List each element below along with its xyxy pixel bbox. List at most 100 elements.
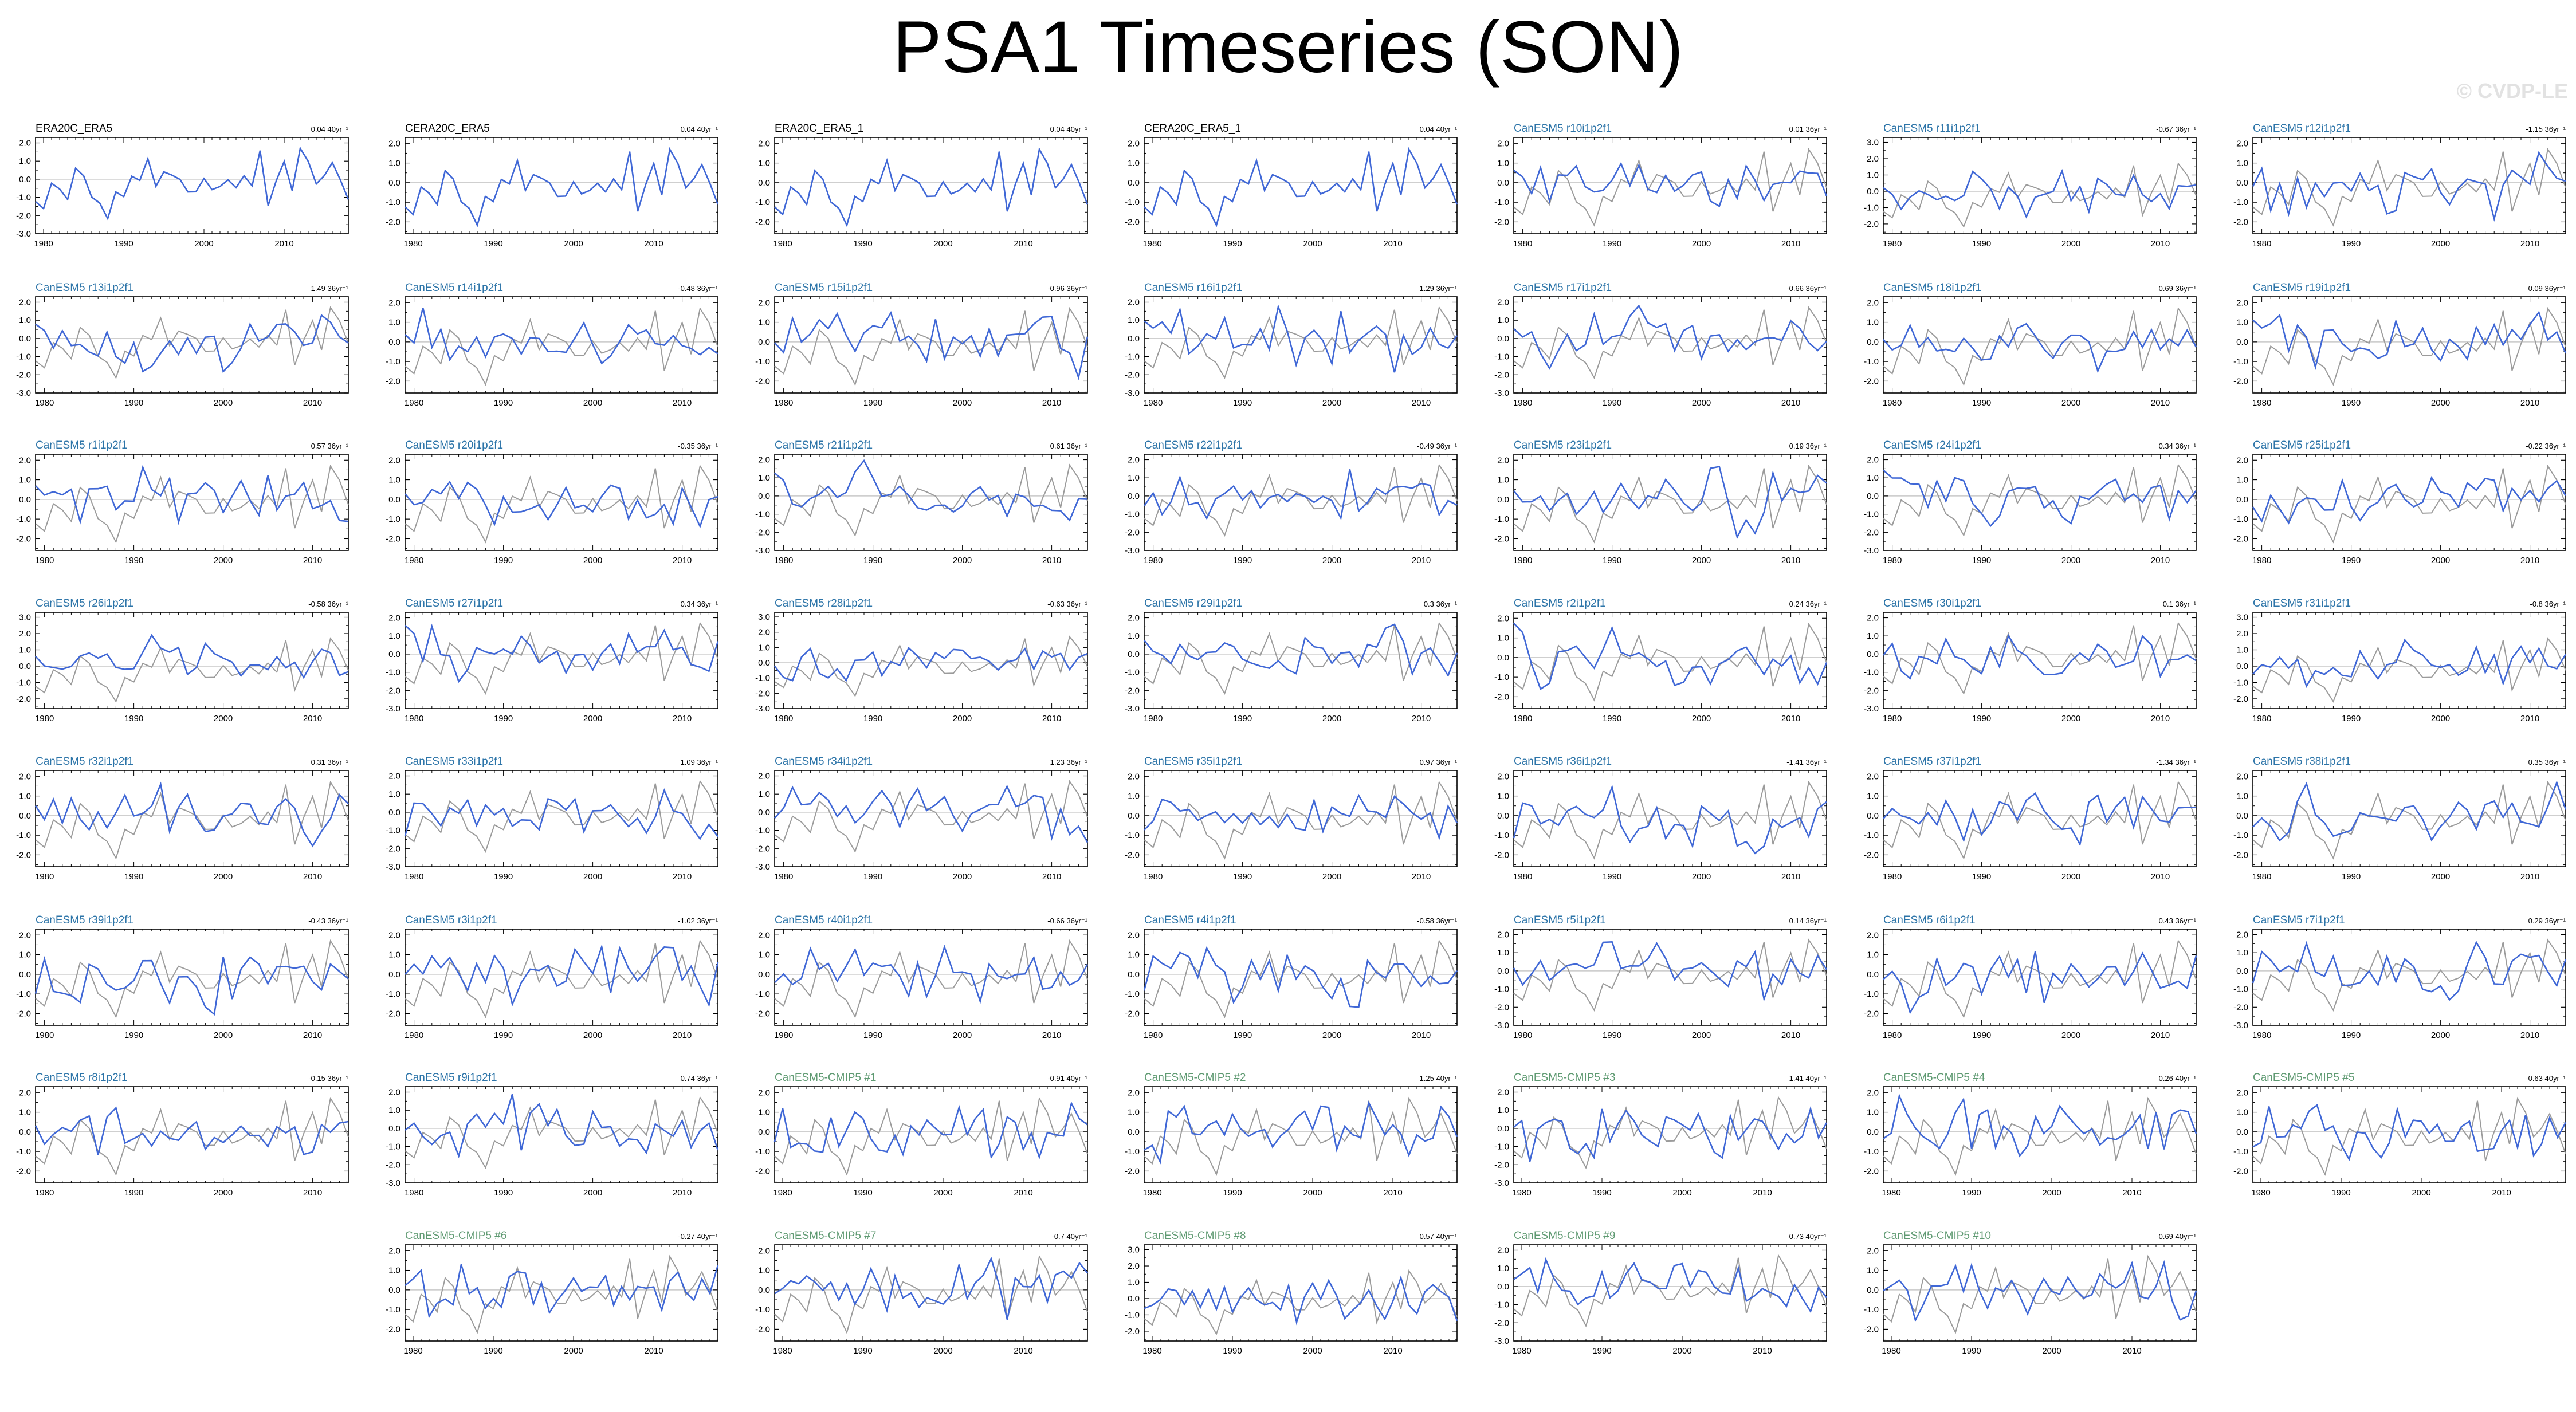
x-tick-label: 2010 [1412,714,1431,723]
panel-2: CERA20C_ERA5 0.04 40yr⁻¹ 2.0 1.0 0.0 -1.0 -2.0… [386,123,719,249]
x-tick-label: 1980 [405,556,423,565]
panel-13: CanESM5 r18i1p2f1 0.69 36yr⁻¹ 2.0 1.0 0.0 -1.… [1864,282,2197,408]
y-tick-label: -1.0 [16,831,31,840]
y-tick-label: 2.0 [2236,455,2248,465]
series-line-member [34,956,349,1016]
x-tick-label: 2000 [1692,714,1711,723]
series-line-reference [35,780,349,860]
y-tick-label: -2.0 [16,850,31,860]
y-tick-label: -2.0 [1125,686,1140,695]
y-tick-label: -3.0 [1494,388,1509,398]
y-tick-label: -2.0 [1125,1009,1140,1018]
x-tick-label: 1980 [405,398,423,408]
x-tick-label: 2000 [2431,398,2450,408]
series-line-reference [35,637,349,703]
x-tick-label: 2010 [274,239,293,249]
x-tick-label: 1990 [124,1188,143,1198]
plot-frame [405,454,718,551]
panel-26: CanESM5 r2i1p2f1 0.24 36yr⁻¹ 2.0 1.0 0.0 -1.0… [1494,597,1828,723]
y-tick-label: 0.0 [388,1124,400,1134]
y-tick-label: 2.0 [1867,455,1879,465]
y-tick-label: -2.0 [755,376,770,386]
series-line-member [2252,780,2567,842]
series-line-reference [1883,162,2197,228]
x-tick-label: 1990 [484,239,502,249]
panel-trend: -1.15 36yr⁻¹ [2526,125,2566,133]
series-line-member [774,784,1089,843]
x-tick-label: 1980 [34,239,53,249]
panel-40: CanESM5 r5i1p2f1 0.14 36yr⁻¹ 2.0 1.0 0.0 -1.0… [1494,914,1828,1040]
series-line-reference [405,939,718,1018]
x-tick-label: 1980 [1513,398,1532,408]
y-tick-label: -1.0 [755,198,770,207]
panel-8: CanESM5 r13i1p2f1 1.49 36yr⁻¹ 2.0 1.0 0.0 -1.… [16,282,349,408]
panel-1: ERA20C_ERA5 0.04 40yr⁻¹ 2.0 1.0 0.0 -1.0 -2.0 -… [16,123,350,249]
y-tick-label: -1.0 [755,826,770,836]
panel-title: CanESM5 r20i1p2f1 [405,439,503,451]
y-tick-label: 1.0 [2236,792,2248,801]
y-tick-label: 1.0 [388,789,400,799]
y-tick-label: 2.0 [388,930,400,940]
y-tick-label: -2.0 [755,689,770,698]
y-tick-label: 1.0 [19,645,31,655]
panel-trend: -0.58 36yr⁻¹ [1417,917,1457,925]
y-tick-label: 0.0 [1497,653,1509,663]
series-line-member [1513,941,1828,1002]
y-tick-label: -1.0 [1125,198,1140,207]
y-tick-label: 2.0 [1867,772,1879,781]
y-tick-label: 1.0 [758,789,770,799]
y-tick-label: -1.0 [2233,357,2248,367]
y-tick-label: -2.0 [2233,1002,2248,1012]
y-tick-label: -1.0 [386,198,400,207]
series-line-reference [405,780,718,854]
x-tick-label: 1980 [1513,239,1532,249]
x-tick-label: 2000 [2431,1031,2450,1040]
series-line-member [1143,946,1458,1008]
x-tick-label: 1990 [863,714,882,723]
y-tick-label: 2.0 [388,298,400,308]
x-tick-label: 1980 [35,872,54,882]
x-tick-label: 2000 [583,714,602,723]
plot-frame [774,137,1088,234]
panel-title: CanESM5 r28i1p2f1 [775,597,873,609]
x-tick-label: 2010 [673,398,692,408]
x-tick-label: 2010 [303,1031,322,1040]
x-tick-label: 1980 [2252,239,2271,249]
panel-trend: 0.04 40yr⁻¹ [681,125,718,133]
y-tick-label: 2.0 [1128,613,1140,623]
x-tick-label: 1980 [1144,714,1163,723]
panel-4: CERA20C_ERA5_1 0.04 40yr⁻¹ 2.0 1.0 0.0 -1.0 -2… [1125,123,1458,249]
y-tick-label: 1.0 [758,643,770,652]
y-tick-label: -2.0 [2233,534,2248,544]
x-tick-label: 2010 [673,1188,692,1198]
x-tick-label: 2000 [2061,556,2080,565]
y-tick-label: 0.0 [388,650,400,659]
y-tick-label: -1.0 [1125,668,1140,678]
x-tick-label: 1980 [2252,398,2271,408]
y-tick-label: -1.0 [2233,514,2248,524]
series-line-obs [774,147,1089,227]
y-tick-label: 1.0 [2236,318,2248,328]
panel-title: CanESM5 r6i1p2f1 [1883,914,1976,926]
x-tick-label: 1980 [773,239,792,249]
x-tick-label: 1980 [1142,239,1161,249]
x-tick-label: 1990 [853,239,872,249]
plot-frame [1513,770,1827,867]
panel-title: CanESM5 r21i1p2f1 [775,439,873,451]
y-tick-label: -2.0 [386,844,400,854]
x-tick-label: 1990 [2342,872,2361,882]
y-tick-label: -1.0 [2233,831,2248,840]
panel-trend: -0.22 36yr⁻¹ [2526,442,2566,450]
y-tick-label: 0.0 [2236,495,2248,505]
x-tick-label: 1980 [2252,556,2271,565]
plot-frame [405,1086,718,1183]
x-tick-label: 1990 [114,239,133,249]
x-tick-label: 1990 [1972,714,1991,723]
panel-title: CanESM5 r8i1p2f1 [36,1072,128,1084]
y-tick-label: -1.0 [386,357,400,367]
y-tick-label: 1.0 [19,156,31,166]
y-tick-label: -1.0 [16,514,31,524]
panel-16: CanESM5 r20i1p2f1 -0.35 36yr⁻¹ 2.0 1.0 0.0 -1… [386,439,718,565]
panel-39: CanESM5 r4i1p2f1 -0.58 36yr⁻¹ 2.0 1.0 0.0 -1.… [1125,914,1458,1040]
